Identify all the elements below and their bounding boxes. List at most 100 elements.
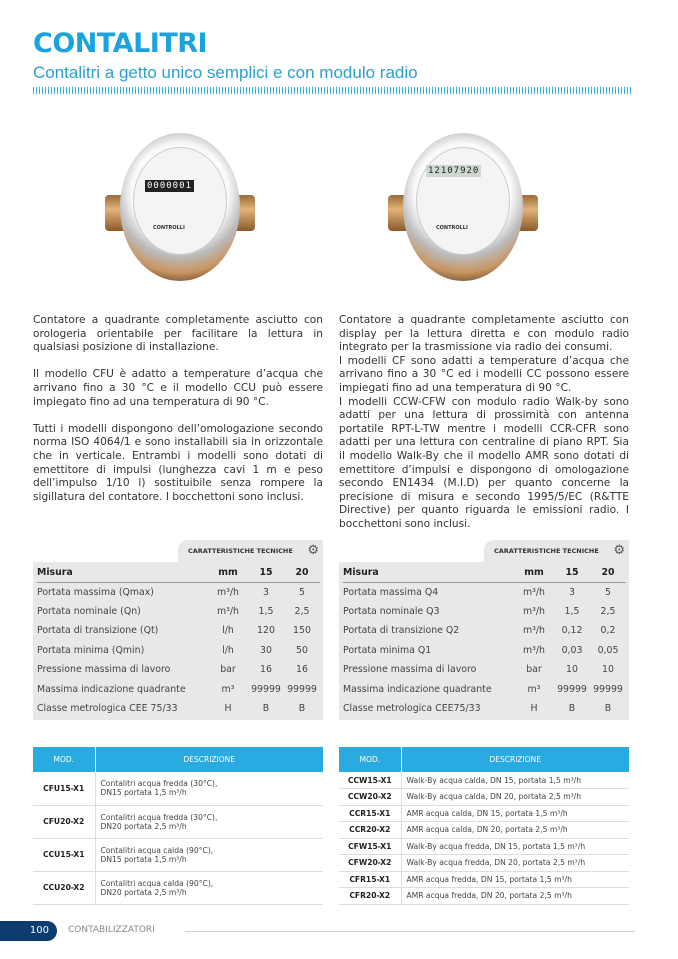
- table-cell: 2,5: [600, 605, 616, 617]
- model-code: CCR20-X2: [339, 821, 402, 839]
- footer-divider: [185, 931, 635, 932]
- header-cell: 15: [248, 564, 284, 583]
- model-description: AMR acqua fredda, DN 15, portata 1,5 m³/…: [401, 871, 629, 888]
- table-cell: l/h: [222, 625, 234, 637]
- table-cell: Portata massima (Qmax): [37, 586, 154, 598]
- table-row: Portata nominale (Qn) m³/h 1,5 2,5: [37, 602, 320, 622]
- table-cell: 99999: [287, 683, 317, 695]
- description-line: Walk-By acqua calda, DN 20, portata 2,5 …: [406, 792, 582, 802]
- table-cell: 99999: [557, 683, 587, 695]
- table-cell: 120: [257, 625, 275, 637]
- model-description: Contalitri acqua calda (90°C), DN20 porta…: [95, 871, 323, 905]
- table-row: Massima indicazione quadrante m³ 99999 9999…: [343, 680, 626, 700]
- table-cell: B: [568, 703, 576, 715]
- table-header: Misura mm 15 20: [37, 564, 320, 583]
- meter-brand: CONTROLLI: [153, 225, 185, 231]
- model-code: CCW20-X2: [339, 788, 402, 806]
- model-description: Contalitri acqua fredda (30°C), DN20 port…: [95, 805, 323, 839]
- spec-tab: CARATTERISTICHE TECNICHE ⚙: [484, 540, 629, 562]
- models-table-right: MOD. DESCRIZIONE CCW15-X1 Walk-By acqua cal…: [339, 747, 629, 905]
- table-cell: 1,5: [564, 605, 580, 617]
- table-cell: 1,5: [258, 605, 274, 617]
- header-cell: 20: [284, 564, 320, 583]
- table-row: Portata massima Q4 m³/h 3 5: [343, 582, 626, 602]
- table-cell: Portata nominale (Qn): [37, 605, 141, 617]
- paragraph: Il modello CFU è adatto a temperature d’…: [33, 368, 323, 408]
- table-row: Classe metrologica CEE 75/33 H B B: [37, 699, 320, 719]
- description-line: AMR acqua calda, DN 15, portata 1,5 m³/h: [406, 808, 568, 818]
- model-description: AMR acqua calda, DN 15, portata 1,5 m³/h: [401, 805, 629, 822]
- paragraph: I modelli CF sono adatti a temperature d…: [339, 354, 629, 394]
- description-line: Contalitri acqua calda (90°C),: [100, 878, 214, 888]
- table-cell: Portata minima Q1: [343, 644, 432, 656]
- left-description: Contatore a quadrante completamente asci…: [33, 314, 323, 518]
- spec-table: Misura mm 15 20 Portata massima (Qmax) m³/h 3 5…: [37, 564, 320, 719]
- description-line: DN20 portata 2,5 m³/h: [100, 887, 187, 897]
- model-code: CFW20-X2: [339, 854, 402, 872]
- description-line: AMR acqua fredda, DN 15, portata 1,5 m³/…: [406, 874, 572, 884]
- description-line: DN20 portata 2,5 m³/h: [100, 821, 187, 831]
- table-cell: 5: [605, 586, 611, 598]
- table-cell: Portata massima Q4: [343, 586, 439, 598]
- header-cell: DESCRIZIONE: [400, 747, 629, 772]
- table-row: CCU15-X1 Contalitri acqua calda (90°C), DN…: [33, 838, 323, 872]
- table-cell: H: [530, 703, 538, 715]
- table-cell: Classe metrologica CEE 75/33: [37, 703, 178, 715]
- page-subtitle: Contalitri a getto unico semplici e con …: [33, 63, 418, 82]
- table-row: CFR20-X2 AMR acqua fredda, DN 20, portata…: [339, 887, 629, 905]
- model-description: Walk-By acqua calda, DN 20, portata 2,5 …: [401, 788, 629, 806]
- table-cell: bar: [220, 664, 236, 676]
- table-cell: m³: [527, 683, 541, 695]
- table-cell: B: [298, 703, 306, 715]
- table-cell: 150: [293, 625, 311, 637]
- model-description: Walk-By acqua calda, DN 15, portata 1,5 …: [401, 772, 629, 789]
- table-row: Portata massima (Qmax) m³/h 3 5: [37, 582, 320, 602]
- table-row: Portata minima (Qmin) l/h 30 50: [37, 641, 320, 661]
- table-cell: B: [262, 703, 270, 715]
- table-row: Portata nominale Q3 m³/h 1,5 2,5: [343, 602, 626, 622]
- table-cell: Portata di transizione Q2: [343, 625, 460, 637]
- table-row: Pressione massima di lavoro bar 16 16: [37, 660, 320, 680]
- table-cell: 10: [566, 664, 578, 676]
- model-code: CCU20-X2: [33, 871, 96, 905]
- table-cell: Classe metrologica CEE75/33: [343, 703, 481, 715]
- table-cell: Portata minima (Qmin): [37, 644, 145, 656]
- table-cell: H: [224, 703, 232, 715]
- table-cell: l/h: [222, 644, 234, 656]
- spec-table-right: CARATTERISTICHE TECNICHE ⚙ Misura mm 15 20 Por…: [339, 540, 629, 720]
- description-line: Contalitri acqua fredda (30°C),: [100, 812, 218, 822]
- right-description: Contatore a quadrante completamente asci…: [339, 314, 629, 532]
- table-cell: m³/h: [217, 586, 239, 598]
- table-cell: B: [604, 703, 612, 715]
- header-cell: 15: [554, 564, 590, 583]
- table-row: CCR15-X1 AMR acqua calda, DN 15, portata …: [339, 805, 629, 822]
- gear-icon: ⚙: [307, 543, 319, 558]
- table-cell: 0,03: [561, 644, 583, 656]
- model-code: CFW15-X1: [339, 838, 402, 855]
- table-header: MOD. DESCRIZIONE: [339, 747, 629, 772]
- model-code: CFR15-X1: [339, 871, 402, 888]
- header-cell: mm: [208, 564, 248, 583]
- table-cell: 16: [260, 664, 272, 676]
- table-row: CFW15-X1 Walk-By acqua fredda, DN 15, por…: [339, 838, 629, 855]
- table-cell: 30: [260, 644, 272, 656]
- table-cell: m³/h: [523, 644, 545, 656]
- description-line: DN15 portata 1,5 m³/h: [100, 788, 187, 798]
- paragraph: Contatore a quadrante completamente asci…: [33, 314, 323, 354]
- table-cell: 99999: [251, 683, 281, 695]
- table-row: Massima indicazione quadrante m³ 99999 9999…: [37, 680, 320, 700]
- header-cell: Misura: [37, 564, 208, 583]
- table-cell: bar: [526, 664, 542, 676]
- description-line: Contalitri acqua calda (90°C),: [100, 845, 214, 855]
- decorative-stripe: [33, 87, 631, 94]
- paragraph: Contatore a quadrante completamente asci…: [339, 314, 629, 354]
- meter-brand: CONTROLLI: [436, 225, 468, 231]
- table-cell: 10: [602, 664, 614, 676]
- table-cell: Massima indicazione quadrante: [37, 683, 186, 695]
- model-description: AMR acqua calda, DN 20, portata 2,5 m³/h: [401, 821, 629, 839]
- table-row: CFU15-X1 Contalitri acqua fredda (30°C), D…: [33, 772, 323, 806]
- table-row: CFU20-X2 Contalitri acqua fredda (30°C), D…: [33, 805, 323, 839]
- paragraph: Tutti i modelli dispongono dell’omologaz…: [33, 422, 323, 503]
- table-row: CCU20-X2 Contalitri acqua calda (90°C), DN…: [33, 871, 323, 905]
- table-cell: 3: [569, 586, 575, 598]
